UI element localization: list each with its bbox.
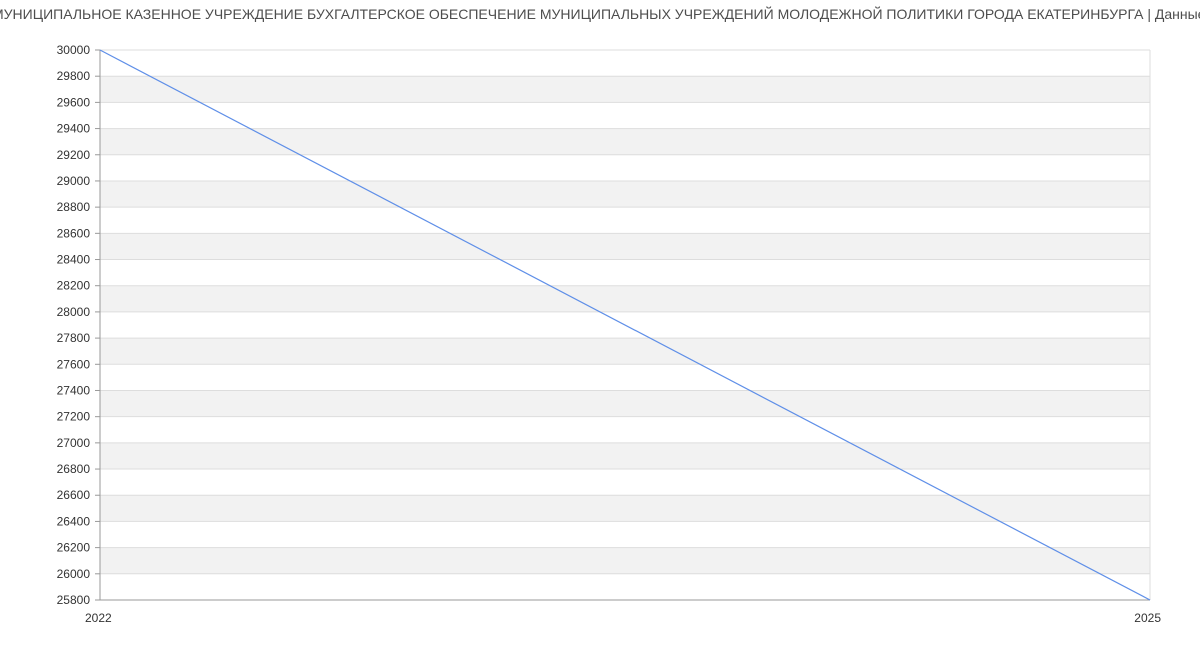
svg-text:29000: 29000 [57,174,91,188]
svg-text:29800: 29800 [57,69,91,83]
svg-text:30000: 30000 [57,43,91,57]
svg-text:28000: 28000 [57,305,91,319]
svg-text:27000: 27000 [57,436,91,450]
svg-text:26600: 26600 [57,488,91,502]
svg-text:27800: 27800 [57,331,91,345]
svg-text:26200: 26200 [57,541,91,555]
svg-text:27200: 27200 [57,410,91,424]
svg-text:2022: 2022 [85,611,112,625]
svg-text:28800: 28800 [57,200,91,214]
svg-text:28200: 28200 [57,279,91,293]
svg-text:26400: 26400 [57,514,91,528]
svg-text:25800: 25800 [57,593,91,607]
svg-text:26800: 26800 [57,462,91,476]
svg-text:27400: 27400 [57,383,91,397]
svg-text:29400: 29400 [57,122,91,136]
svg-text:26000: 26000 [57,567,91,581]
svg-text:28400: 28400 [57,253,91,267]
svg-text:2025: 2025 [1134,611,1161,625]
svg-text:29600: 29600 [57,95,91,109]
svg-text:28600: 28600 [57,226,91,240]
svg-text:29200: 29200 [57,148,91,162]
svg-text:27600: 27600 [57,357,91,371]
